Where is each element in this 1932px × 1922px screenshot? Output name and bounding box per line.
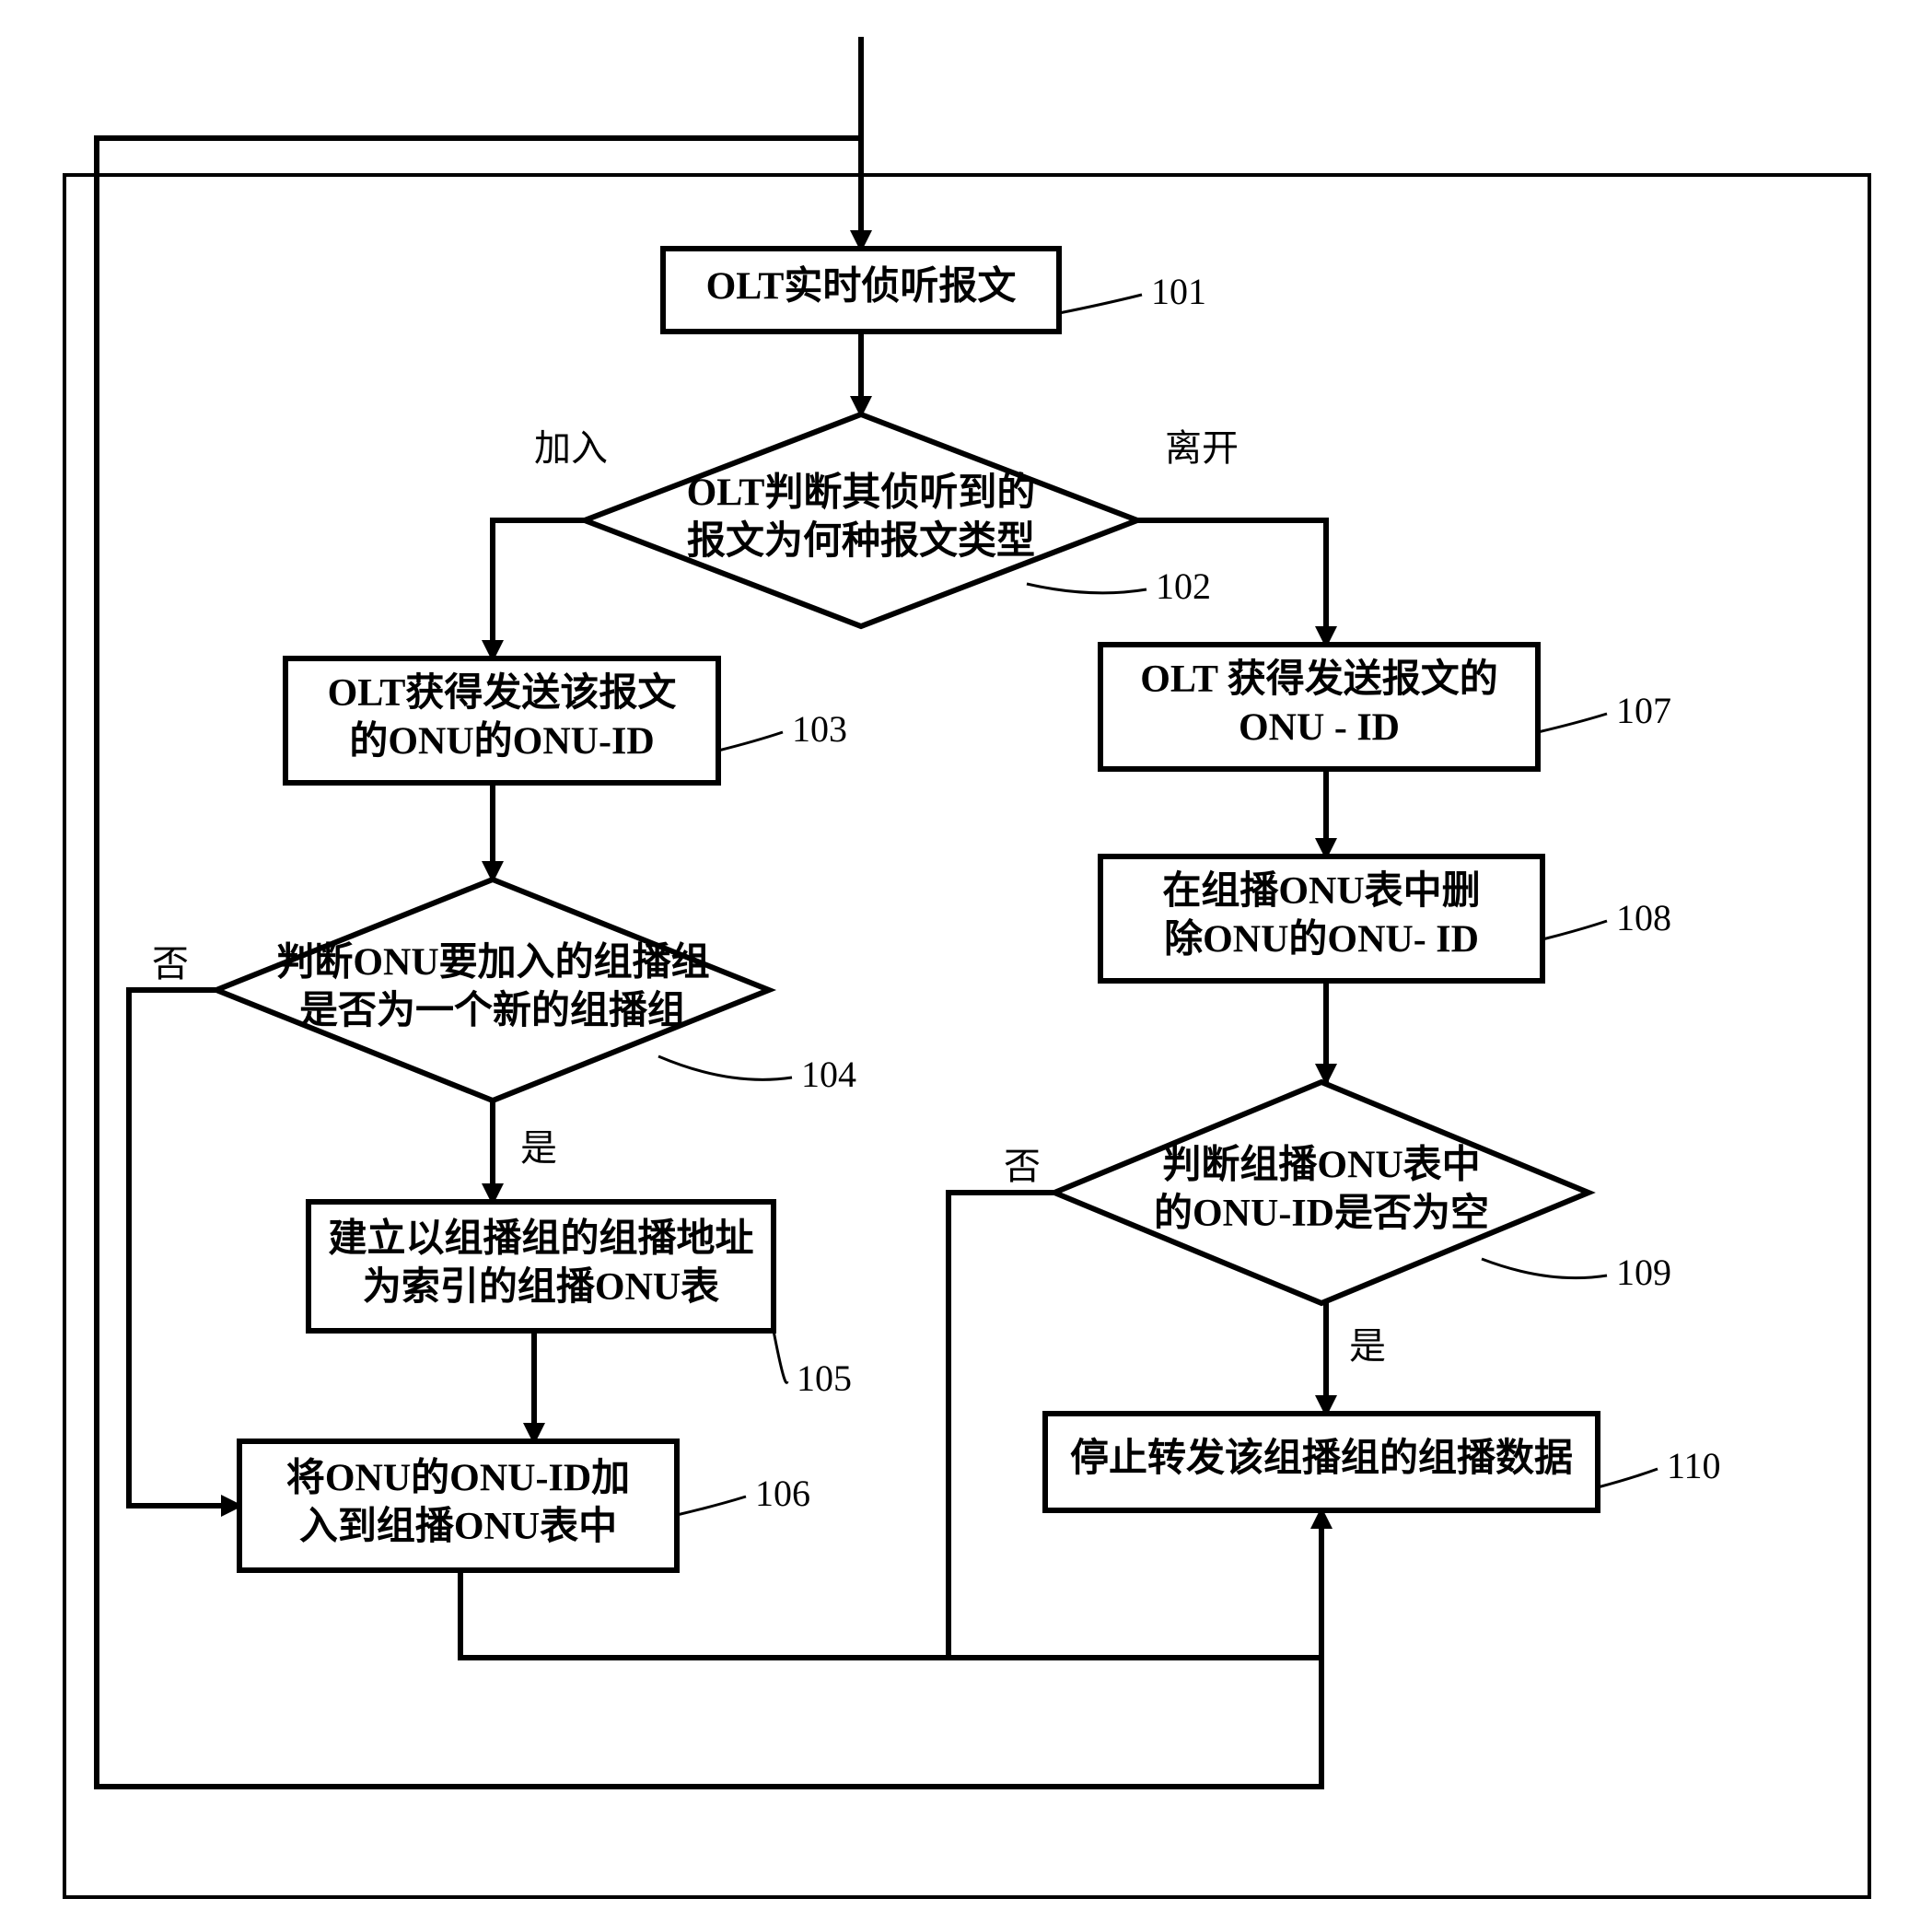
svg-text:OLT 获得发送报文的: OLT 获得发送报文的 xyxy=(1140,658,1498,701)
svg-text:将ONU的ONU-ID加: 将ONU的ONU-ID加 xyxy=(286,1456,630,1499)
svg-text:报文为何种报文类型: 报文为何种报文类型 xyxy=(687,519,1035,563)
svg-text:的ONU的ONU-ID: 的ONU的ONU-ID xyxy=(349,719,654,763)
svg-text:为索引的组播ONU表: 为索引的组播ONU表 xyxy=(363,1265,719,1309)
svg-text:104: 104 xyxy=(801,1054,856,1095)
svg-text:离开: 离开 xyxy=(1165,427,1239,469)
svg-text:除ONU的ONU- ID: 除ONU的ONU- ID xyxy=(1164,917,1479,961)
svg-text:109: 109 xyxy=(1616,1252,1671,1293)
svg-text:OLT获得发送该报文: OLT获得发送该报文 xyxy=(328,671,677,715)
svg-text:建立以组播组的组播地址: 建立以组播组的组播地址 xyxy=(328,1217,753,1260)
svg-text:在组播ONU表中删: 在组播ONU表中删 xyxy=(1162,869,1480,913)
svg-text:是: 是 xyxy=(520,1127,557,1169)
svg-text:判断ONU要加入的组播组: 判断ONU要加入的组播组 xyxy=(275,940,709,984)
svg-text:106: 106 xyxy=(755,1473,810,1514)
svg-text:105: 105 xyxy=(797,1357,852,1399)
svg-text:判断组播ONU表中: 判断组播ONU表中 xyxy=(1162,1143,1480,1186)
svg-text:的ONU-ID是否为空: 的ONU-ID是否为空 xyxy=(1154,1192,1489,1235)
svg-text:是: 是 xyxy=(1349,1325,1386,1367)
svg-text:110: 110 xyxy=(1667,1445,1721,1486)
svg-text:101: 101 xyxy=(1151,271,1206,312)
svg-text:108: 108 xyxy=(1616,897,1671,938)
svg-text:107: 107 xyxy=(1616,690,1671,731)
svg-text:ONU - ID: ONU - ID xyxy=(1239,706,1400,749)
svg-text:103: 103 xyxy=(792,708,847,750)
svg-text:OLT实时侦听报文: OLT实时侦听报文 xyxy=(706,265,1017,309)
svg-text:停止转发该组播组的组播数据: 停止转发该组播组的组播数据 xyxy=(1070,1437,1573,1480)
svg-text:加入: 加入 xyxy=(534,427,608,469)
svg-text:入到组播ONU表中: 入到组播ONU表中 xyxy=(299,1505,617,1548)
svg-text:否: 否 xyxy=(1004,1146,1041,1187)
svg-text:102: 102 xyxy=(1156,565,1211,607)
svg-text:是否为一个新的组播组: 是否为一个新的组播组 xyxy=(299,989,686,1032)
svg-text:否: 否 xyxy=(152,943,189,984)
svg-text:OLT判断其侦听到的: OLT判断其侦听到的 xyxy=(687,471,1036,514)
